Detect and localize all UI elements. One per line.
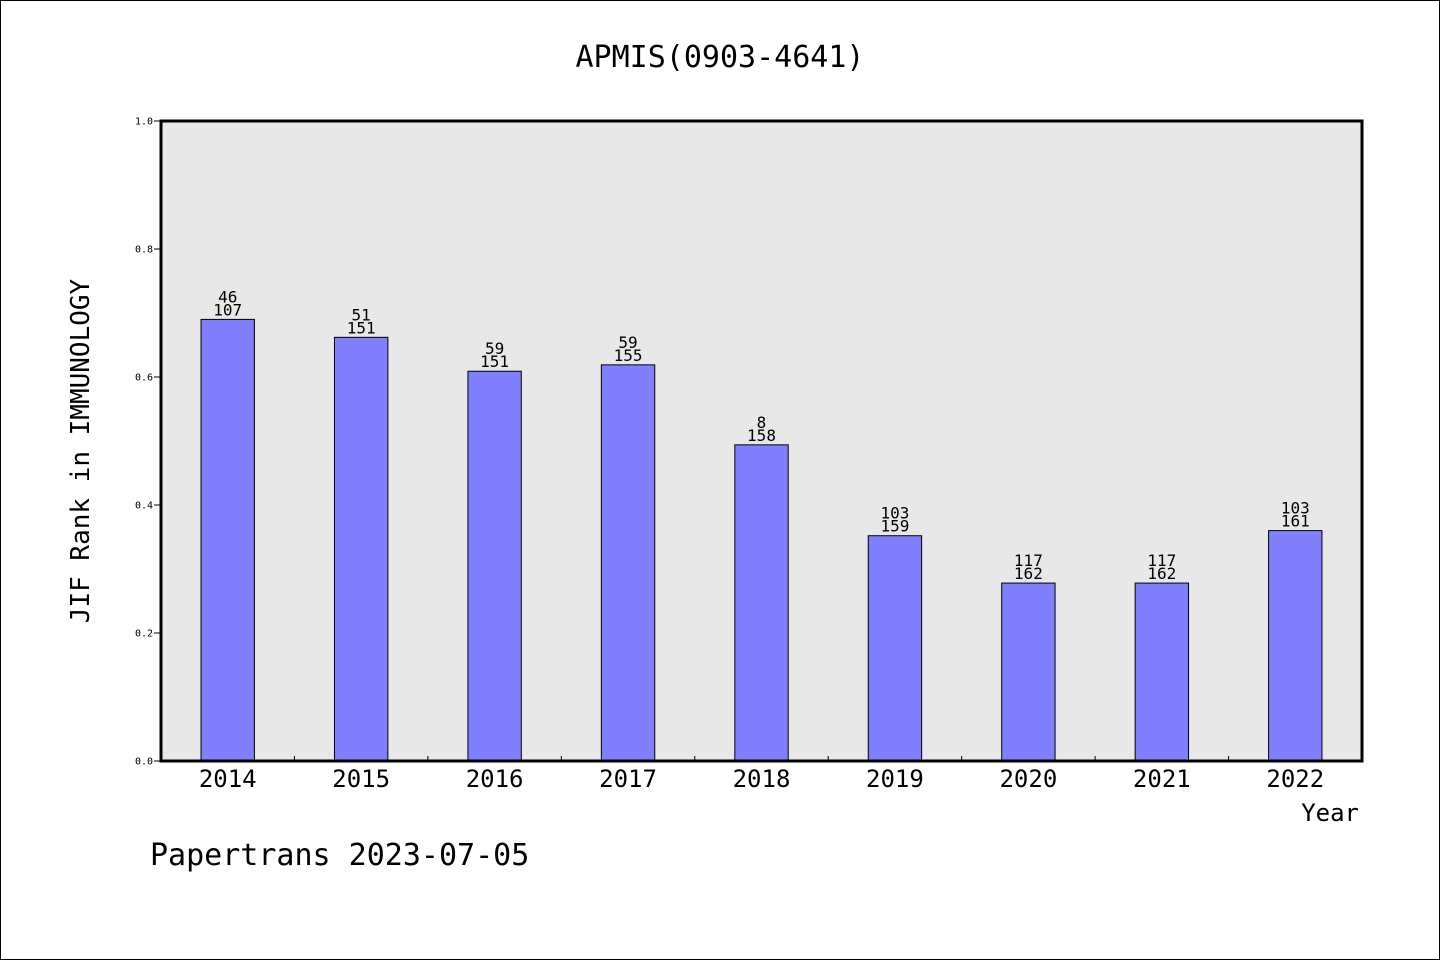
bar — [600, 364, 656, 762]
y-tick-label: 0.4 — [135, 501, 153, 512]
bar-total-label: 162 — [1014, 564, 1043, 583]
y-tick-label: 1.0 — [135, 117, 153, 128]
bar — [1001, 582, 1056, 762]
bar-rank-label: 117 — [1147, 551, 1176, 570]
chart-title: APMIS(0903-4641) — [576, 40, 865, 75]
bar — [867, 535, 923, 762]
bar-total-label: 161 — [1281, 512, 1310, 531]
plot-border — [159, 119, 1364, 763]
bar — [333, 336, 389, 762]
bar-rank-label: 46 — [218, 287, 237, 306]
bar-total-label: 151 — [347, 318, 376, 337]
x-tick-label: 2022 — [1266, 765, 1324, 793]
bar-total-label: 162 — [1147, 564, 1176, 583]
x-tick-label: 2019 — [866, 765, 924, 793]
y-tick-label: 0.2 — [135, 629, 153, 640]
bar — [467, 370, 522, 762]
x-tick-label: 2021 — [1133, 765, 1191, 793]
bar-rank-label: 103 — [1281, 499, 1310, 518]
x-axis-ticks: 2014 2015 2016 2017 2018 2019 2020 2021 2022 — [199, 756, 1324, 793]
x-tick-label: 2020 — [999, 765, 1057, 793]
x-axis-label: Year — [1301, 799, 1359, 827]
x-tick-label: 2016 — [466, 765, 524, 793]
x-tick-label: 2018 — [733, 765, 791, 793]
bar — [1134, 582, 1190, 762]
y-axis-label: JIF Rank in IMMUNOLOGY — [66, 278, 96, 623]
bar — [734, 444, 789, 762]
y-tick-label: 0.8 — [135, 245, 153, 256]
y-axis-ticks: 0.0 0.2 0.4 0.6 0.8 1.0 — [135, 117, 161, 768]
bar-rank-label: 103 — [880, 504, 909, 523]
bar-rank-label: 51 — [352, 305, 371, 324]
bar-total-label: 151 — [480, 352, 509, 371]
bar-rank-label: 59 — [618, 333, 637, 352]
footer-text: Papertrans 2023-07-05 — [150, 838, 529, 873]
bar-total-label: 159 — [880, 517, 909, 536]
x-tick-label: 2014 — [199, 765, 257, 793]
bar — [200, 318, 255, 762]
bar-total-label: 158 — [747, 426, 776, 445]
x-tick-label: 2015 — [332, 765, 390, 793]
bar-rank-label: 117 — [1014, 551, 1043, 570]
bar-total-label: 155 — [614, 346, 643, 365]
bar — [1268, 530, 1323, 762]
x-tick-label: 2017 — [599, 765, 657, 793]
y-tick-label: 0.0 — [135, 757, 153, 768]
bar-rank-label: 8 — [757, 413, 767, 432]
bar-rank-label: 59 — [485, 339, 504, 358]
bar-total-label: 107 — [213, 300, 242, 319]
y-tick-label: 0.6 — [135, 373, 153, 384]
